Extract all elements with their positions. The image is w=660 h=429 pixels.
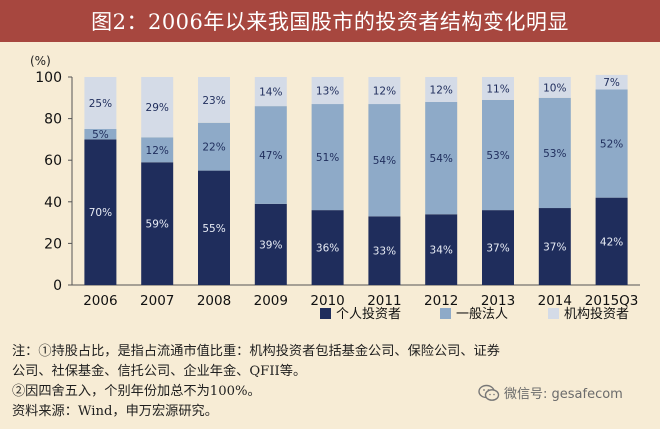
legend-swatch: [548, 308, 559, 319]
data-label: 12%: [146, 145, 169, 157]
x-tick-label: 2013: [481, 293, 515, 309]
y-tick-label: 100: [35, 70, 62, 86]
legend-swatch: [440, 308, 451, 319]
x-tick-label: 2007: [140, 293, 174, 309]
watermark: 微信号: gesafecom: [478, 383, 623, 402]
bar-segment: [368, 216, 401, 285]
bar-segment: [141, 137, 174, 163]
chart-title: 图2：2006年以来我国股市的投资者结构变化明显: [0, 0, 660, 42]
bar-segment: [595, 197, 628, 285]
data-label: 59%: [146, 219, 169, 231]
bar-segment: [482, 210, 514, 285]
bar-segment: [538, 97, 571, 209]
x-tick-label: 2008: [197, 293, 231, 309]
data-label: 5%: [92, 129, 109, 141]
data-label: 51%: [316, 152, 339, 164]
bar-segment: [254, 77, 287, 107]
data-label: 11%: [486, 83, 509, 95]
data-label: 12%: [373, 86, 396, 98]
data-label: 33%: [373, 246, 396, 258]
data-label: 25%: [89, 98, 112, 110]
source-line: 资料来源：Wind，申万宏源研究。: [12, 404, 218, 419]
data-label: 47%: [259, 150, 282, 162]
data-label: 55%: [202, 223, 225, 235]
bar-segment: [425, 101, 458, 215]
data-label: 70%: [89, 207, 112, 219]
bar-segment: [482, 99, 514, 211]
data-label: 13%: [316, 86, 339, 98]
data-label: 23%: [202, 95, 225, 107]
bar-segment: [425, 214, 458, 285]
bar-segment: [141, 162, 174, 285]
bar-segment: [198, 122, 230, 171]
bar-segment: [368, 104, 401, 217]
data-label: 29%: [146, 102, 169, 114]
bar-segment: [311, 77, 344, 105]
chart-notes: 注：①持股占比，是指占流通市值比重：机构投资者包括基金公司、保险公司、证券 公司…: [12, 342, 652, 422]
x-tick-label: 2011: [367, 293, 401, 309]
data-label: 53%: [543, 148, 566, 160]
x-tick-label: 2014: [538, 293, 572, 309]
y-unit-label: (%): [30, 54, 51, 68]
data-label: 39%: [259, 239, 282, 251]
y-tick-label: 40: [44, 195, 62, 211]
x-tick-label: 2010: [310, 293, 344, 309]
data-label: 36%: [316, 243, 339, 255]
legend-label: 一般法人: [456, 306, 508, 322]
legend-label: 个人投资者: [336, 306, 401, 322]
legend-swatch: [320, 308, 331, 319]
data-label: 22%: [202, 142, 225, 154]
note-line: 公司、社保基金、信托公司、企业年金、QFII等。: [12, 364, 307, 379]
data-label: 34%: [430, 245, 453, 257]
y-tick-label: 80: [44, 112, 62, 128]
note-line: 注：①持股占比，是指占流通市值比重：机构投资者包括基金公司、保险公司、证券: [12, 344, 500, 359]
bar-segment: [84, 129, 117, 140]
x-tick-label: 2009: [254, 293, 288, 309]
watermark-text: 微信号: gesafecom: [504, 387, 623, 402]
data-label: 7%: [603, 77, 620, 89]
data-label: 12%: [430, 84, 453, 96]
bar-segment: [84, 139, 117, 285]
data-label: 54%: [373, 155, 396, 167]
bar-segment: [595, 89, 628, 198]
bar-segment: [84, 77, 117, 129]
data-label: 10%: [543, 82, 566, 94]
bar-segment: [254, 106, 287, 204]
bar-segment: [595, 74, 628, 90]
note-line: ②因四舍五入，个别年份加总不为100%。: [12, 384, 261, 399]
y-tick-label: 60: [44, 153, 62, 169]
x-tick-label: 2012: [424, 293, 458, 309]
data-label: 54%: [430, 153, 453, 165]
data-label: 53%: [486, 150, 509, 162]
bar-segment: [198, 170, 230, 285]
data-label: 37%: [543, 242, 566, 254]
stacked-bar-chart: (%) 0 20 40 60 80 100 2006 2007 2008 2009 2010 2011 2…: [30, 54, 640, 322]
x-tick-label: 2015Q3: [585, 293, 639, 309]
bar-segment: [538, 208, 571, 285]
data-label: 37%: [486, 243, 509, 255]
data-label: 42%: [600, 236, 623, 248]
data-label: 52%: [600, 139, 623, 151]
bar-segment: [368, 77, 401, 105]
bar-segment: [198, 77, 230, 123]
bar-segment: [311, 210, 344, 285]
bar-segment: [538, 77, 571, 98]
x-tick-label: 2006: [83, 293, 117, 309]
y-tick-label: 0: [53, 278, 62, 294]
bar-segment: [141, 77, 174, 138]
data-label: 14%: [259, 87, 282, 99]
wechat-icon: [478, 384, 500, 401]
bar-segment: [482, 77, 514, 100]
y-tick-label: 20: [44, 236, 62, 252]
bar-segment: [254, 203, 287, 285]
legend-label: 机构投资者: [564, 306, 629, 322]
bar-segment: [425, 77, 458, 102]
bar-segment: [311, 104, 344, 211]
